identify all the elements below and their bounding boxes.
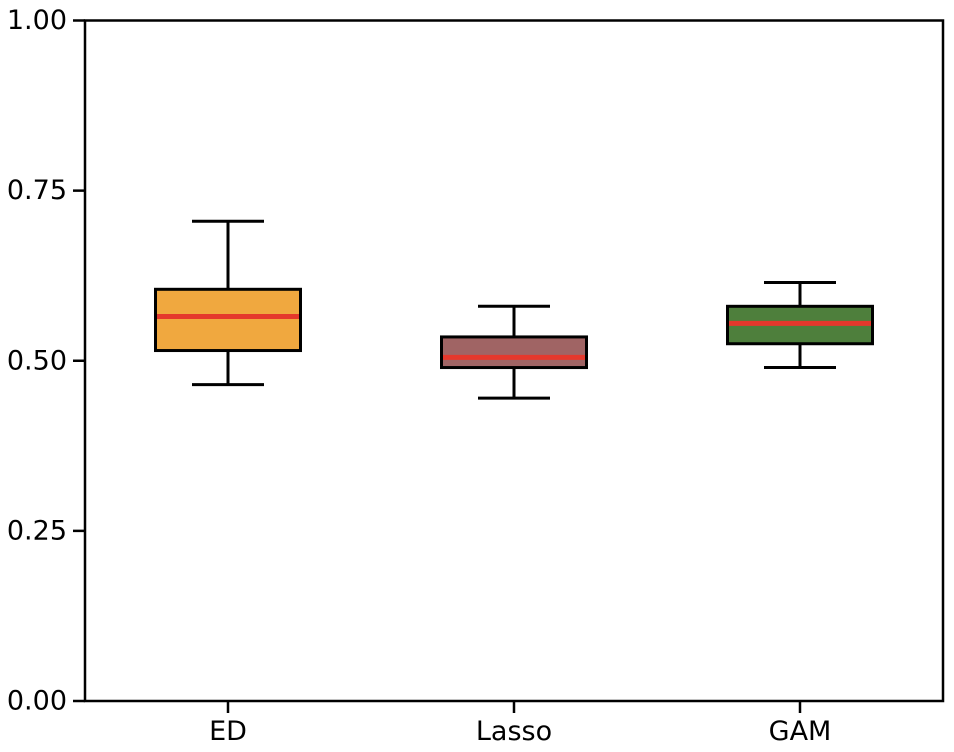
plot-frame [83,19,945,703]
y-tick-label: 0.00 [7,686,67,717]
y-tick-label: 0.25 [7,515,67,546]
box-rect [154,287,302,353]
x-tick-label: Lasso [476,716,552,747]
y-tick-label: 0.50 [7,345,67,376]
box-rect [440,335,588,370]
box-group-Lasso [440,304,588,400]
y-tick-label: 1.00 [7,5,67,36]
box-group-GAM [726,280,874,370]
x-tick-label: GAM [769,716,832,747]
y-tick-label: 0.75 [7,175,67,206]
box-group-ED [154,219,302,387]
x-tick-label: ED [209,716,247,747]
